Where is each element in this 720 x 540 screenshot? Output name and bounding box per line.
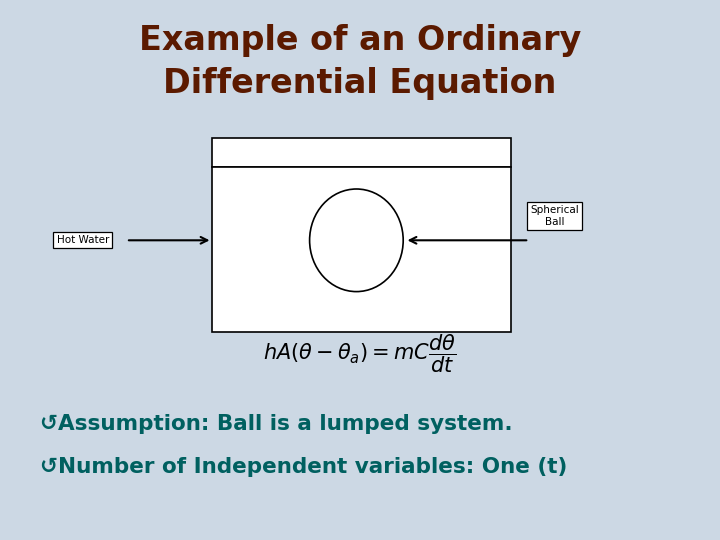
Text: ↺Assumption: Ball is a lumped system.: ↺Assumption: Ball is a lumped system. [40,414,512,434]
Text: Differential Equation: Differential Equation [163,68,557,100]
Text: Spherical
Ball: Spherical Ball [530,205,579,227]
Text: Hot Water: Hot Water [57,235,109,245]
Ellipse shape [310,189,403,292]
Bar [212,167,511,332]
Bar [212,138,511,167]
Text: Example of an Ordinary: Example of an Ordinary [139,24,581,57]
Text: ↺Number of Independent variables: One (t): ↺Number of Independent variables: One (t… [40,457,567,477]
Text: $hA(\theta - \theta_a)= mC\dfrac{d\theta}{dt}$: $hA(\theta - \theta_a)= mC\dfrac{d\theta… [264,333,456,375]
